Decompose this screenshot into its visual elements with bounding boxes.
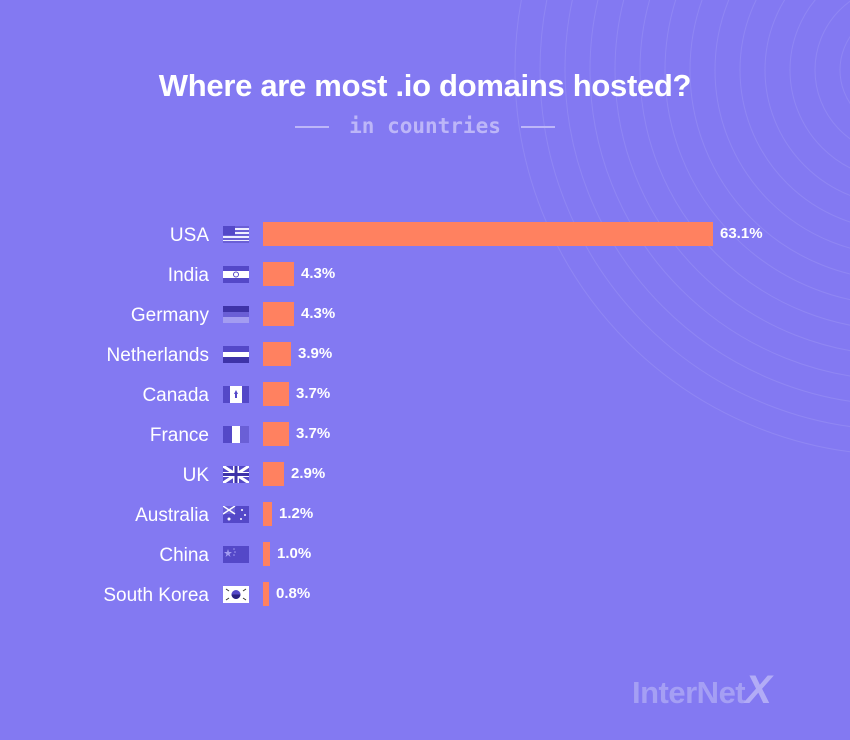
india-flag-icon <box>223 266 249 283</box>
value-label-germany: 4.3% <box>301 305 336 322</box>
subtitle-text: in countries <box>349 114 501 138</box>
value-label-netherlands: 3.9% <box>298 345 333 362</box>
value-label-india: 4.3% <box>301 265 336 282</box>
china-flag-icon <box>223 546 249 563</box>
bar-australia <box>263 502 272 526</box>
country-label-south-korea: South Korea <box>103 585 209 606</box>
value-label-france: 3.7% <box>296 425 331 442</box>
value-label-usa: 63.1% <box>720 225 763 242</box>
bar-india <box>263 262 294 286</box>
bar-uk <box>263 462 284 486</box>
value-label-south-korea: 0.8% <box>276 585 311 602</box>
usa-flag-icon <box>223 226 249 243</box>
country-label-china: China <box>159 545 209 566</box>
country-label-australia: Australia <box>135 505 209 526</box>
value-label-canada: 3.7% <box>296 385 331 402</box>
value-label-uk: 2.9% <box>291 465 326 482</box>
bar-usa <box>263 222 713 246</box>
country-label-netherlands: Netherlands <box>106 345 209 366</box>
bar-germany <box>263 302 294 326</box>
france-flag-icon <box>223 426 249 443</box>
logo-wordmark: InterNet <box>632 675 746 710</box>
south-korea-flag-icon <box>223 586 249 603</box>
subtitle-right-dash <box>520 126 555 128</box>
country-label-germany: Germany <box>130 305 209 326</box>
country-label-india: India <box>167 265 209 286</box>
page-subtitle: in countries <box>0 114 850 138</box>
bar-canada <box>263 382 289 406</box>
bar-france <box>263 422 289 446</box>
uk-flag-icon <box>223 466 249 483</box>
page-title: Where are most .io domains hosted? <box>158 68 692 103</box>
canada-flag-icon <box>223 386 249 403</box>
internetx-logo: InterNetX <box>632 668 772 713</box>
bar-china <box>263 542 270 566</box>
subtitle-left-dash <box>295 126 330 128</box>
value-label-australia: 1.2% <box>279 505 314 522</box>
value-label-china: 1.0% <box>277 545 312 562</box>
country-label-usa: USA <box>169 225 209 246</box>
germany-flag-icon <box>223 306 249 323</box>
logo-x: X <box>745 668 772 712</box>
netherlands-flag-icon <box>223 346 249 363</box>
australia-flag-icon <box>223 506 249 523</box>
bar-south-korea <box>263 582 269 606</box>
bar-netherlands <box>263 342 291 366</box>
country-label-uk: UK <box>182 465 209 486</box>
country-label-canada: Canada <box>142 385 209 406</box>
country-label-france: France <box>149 425 209 446</box>
